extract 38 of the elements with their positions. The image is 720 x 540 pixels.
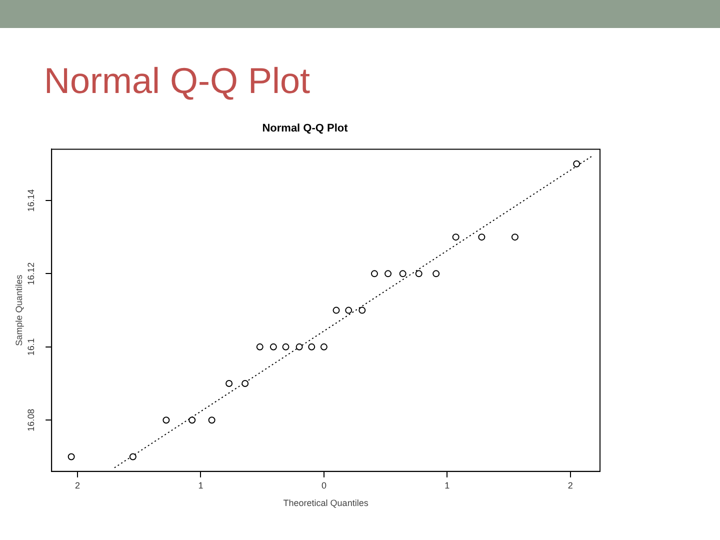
point [226, 380, 233, 388]
point [345, 306, 352, 314]
y-tick-label: 16.1 [26, 338, 36, 356]
point [282, 343, 290, 350]
chart-title: Normal Q-Q Plot [44, 60, 310, 102]
chart-subtitle: Normal Q-Q Plot [262, 122, 348, 135]
point [320, 343, 328, 350]
point [188, 416, 196, 424]
point [415, 270, 422, 278]
y-tick-label: 16.08 [26, 408, 36, 432]
x-tick-label: 1 [198, 480, 204, 490]
x-tick-label: 2 [74, 480, 80, 490]
x-tick-label: 0 [321, 480, 326, 490]
y-tick-label: 16.12 [26, 262, 36, 285]
point [399, 270, 406, 278]
point [256, 343, 264, 350]
point [162, 416, 170, 424]
point [511, 234, 518, 241]
point [242, 380, 249, 388]
point [358, 306, 366, 314]
x-axis-title: Theoretical Quantiles [283, 498, 369, 508]
point [452, 234, 460, 241]
point [270, 343, 277, 350]
point [208, 416, 216, 424]
point [370, 270, 378, 278]
point [478, 234, 486, 241]
y-tick-label: 16.14 [26, 189, 36, 212]
x-tick-label: 1 [444, 480, 450, 490]
y-axis-title: Sample Quantiles [14, 274, 24, 346]
point [432, 270, 440, 278]
point [332, 306, 340, 314]
point [68, 453, 75, 460]
point [384, 270, 392, 278]
point [296, 343, 303, 350]
point [129, 453, 136, 460]
point [308, 343, 316, 350]
point [573, 160, 580, 168]
x-tick-label: 2 [568, 480, 573, 490]
